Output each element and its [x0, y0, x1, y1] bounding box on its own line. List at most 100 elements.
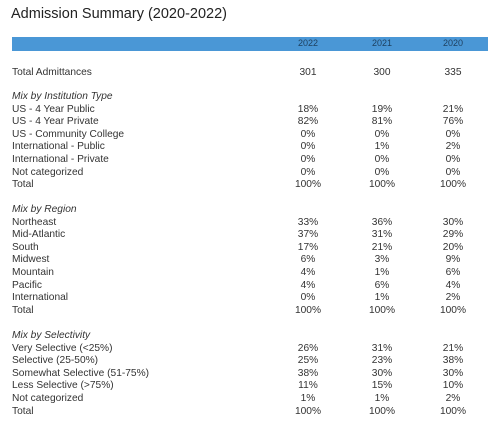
value-2021: 6%: [374, 279, 390, 291]
value-2022: 82%: [297, 116, 319, 128]
value-2020: 0%: [445, 128, 461, 140]
value-2021: 1%: [374, 393, 390, 404]
value-2021: 19%: [371, 103, 393, 115]
value-2020: 6%: [445, 267, 461, 278]
value-2021: 21%: [371, 241, 393, 253]
value-2021: 3%: [374, 254, 390, 266]
value-2022: 17%: [297, 241, 319, 253]
value-2022: 11%: [298, 380, 318, 392]
value-2021: 15%: [371, 380, 393, 392]
value-2022: 301: [299, 67, 317, 78]
value-2020: 2%: [445, 393, 461, 404]
value-2021: 100%: [368, 405, 396, 417]
value-2020: 100%: [439, 179, 467, 191]
value-2020: 2%: [445, 141, 461, 153]
value-2021: 31%: [371, 342, 393, 354]
value-2021: 30%: [371, 367, 393, 379]
row-label: Mid-Atlantic: [12, 229, 66, 241]
total-admittances-row: Total Admittances 301 300 335: [12, 66, 488, 79]
row-label: Northeast: [12, 216, 57, 228]
value-2022: 0%: [300, 166, 316, 178]
value-2020: 20%: [442, 241, 464, 253]
value-2021: 36%: [371, 216, 393, 228]
value-2022: 4%: [300, 279, 316, 291]
table-row: US - Community College 0% 0% 0%: [12, 128, 488, 141]
value-2022: 4%: [300, 267, 316, 278]
table-row: US - 4 Year Private 82% 81% 76%: [12, 115, 488, 128]
value-2021: 23%: [371, 355, 393, 367]
value-2022: 0%: [300, 292, 316, 304]
value-2020: 21%: [442, 103, 464, 115]
year-header-bar: 2022 2021 2020: [12, 37, 488, 51]
year-header-2022: 2022: [297, 38, 319, 48]
value-2020: 29%: [442, 229, 464, 241]
page-title: Admission Summary (2020-2022): [11, 6, 227, 22]
row-label: South: [12, 241, 39, 253]
row-label: Total: [12, 405, 34, 417]
table-row: International - Public 0% 1% 2%: [12, 140, 488, 153]
value-2020: 76%: [442, 116, 464, 128]
value-2022: 38%: [297, 367, 319, 379]
row-label: US - 4 Year Private: [12, 116, 99, 128]
section-heading-mix-by-region: Mix by Region: [12, 204, 77, 215]
row-label: Pacific: [12, 279, 43, 291]
value-2021: 1%: [374, 292, 390, 304]
table-row: International 0% 1% 2%: [12, 291, 488, 304]
value-2021: 1%: [374, 141, 390, 153]
value-2020: 100%: [439, 304, 467, 316]
table-row: Mountain 4% 1% 6%: [12, 266, 488, 279]
value-2020: 9%: [445, 254, 461, 266]
year-header-2021: 2021: [371, 38, 393, 48]
value-2020: 30%: [442, 367, 464, 379]
table-row: Selective (25-50%) 25% 23% 38%: [12, 354, 488, 367]
value-2021: 0%: [374, 166, 390, 178]
value-2022: 100%: [294, 179, 322, 191]
value-2022: 0%: [300, 128, 316, 140]
row-label: Very Selective (<25%): [12, 342, 113, 354]
value-2021: 31%: [371, 229, 393, 241]
row-label: Total Admittances: [12, 67, 92, 78]
year-header-2020: 2020: [442, 38, 464, 48]
value-2020: 335: [444, 67, 462, 78]
table-row: South 17% 21% 20%: [12, 241, 488, 254]
row-label: International - Private: [12, 154, 109, 165]
table-row: Total 100% 100% 100%: [12, 178, 488, 191]
section-heading-mix-by-institution-type: Mix by Institution Type: [12, 91, 113, 102]
value-2021: 0%: [374, 154, 390, 165]
value-2022: 25%: [297, 355, 319, 367]
row-label: Less Selective (>75%): [12, 380, 114, 392]
value-2022: 100%: [294, 405, 322, 417]
value-2022: 100%: [294, 304, 322, 316]
value-2021: 100%: [368, 179, 396, 191]
value-2021: 0%: [374, 128, 390, 140]
row-label: US - 4 Year Public: [12, 103, 95, 115]
value-2022: 1%: [300, 393, 316, 404]
row-label: Selective (25-50%): [12, 355, 99, 367]
value-2020: 30%: [442, 216, 464, 228]
value-2021: 1%: [374, 267, 390, 278]
value-2020: 10%: [442, 380, 464, 392]
value-2022: 0%: [300, 154, 316, 165]
row-label: Not categorized: [12, 393, 84, 404]
value-2020: 2%: [445, 292, 461, 304]
table-row: Somewhat Selective (51-75%) 38% 30% 30%: [12, 367, 488, 380]
value-2020: 0%: [445, 166, 461, 178]
value-2020: 21%: [442, 342, 464, 354]
value-2020: 4%: [445, 279, 461, 291]
row-label: US - Community College: [12, 128, 125, 140]
table-row: Less Selective (>75%) 11% 15% 10%: [12, 379, 488, 392]
value-2022: 6%: [300, 254, 316, 266]
value-2022: 37%: [297, 229, 319, 241]
value-2022: 26%: [297, 342, 319, 354]
table-row: Total 100% 100% 100%: [12, 304, 488, 317]
value-2021: 300: [373, 67, 391, 78]
row-label: Midwest: [12, 254, 50, 266]
row-label: International: [12, 292, 69, 304]
table-row: International - Private 0% 0% 0%: [12, 153, 488, 166]
table-row: Not categorized 0% 0% 0%: [12, 166, 488, 179]
table-row: Midwest 6% 3% 9%: [12, 253, 488, 266]
table-row: Mid-Atlantic 37% 31% 29%: [12, 228, 488, 241]
value-2022: 18%: [297, 103, 319, 115]
value-2021: 81%: [371, 116, 393, 128]
row-label: Total: [12, 179, 34, 191]
